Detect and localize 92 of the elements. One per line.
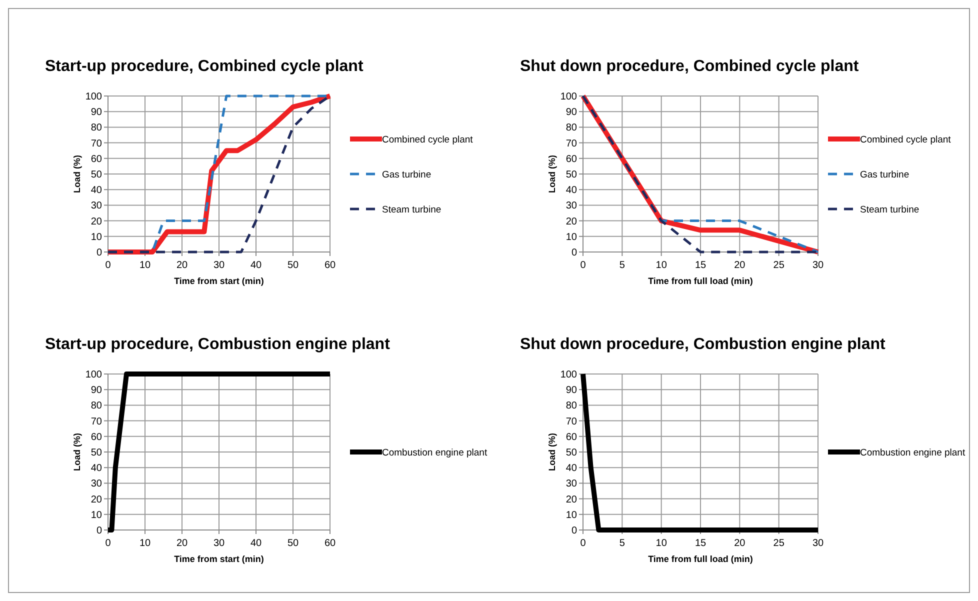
x-axis-title: Time from full load (min) [648,276,753,286]
y-tick-label: 80 [566,122,578,134]
legend-label: Steam turbine [860,204,920,216]
y-tick-label: 90 [90,385,102,396]
legend-label: Combined cycle plant [860,134,952,146]
y-tick-label: 50 [566,448,578,458]
y-tick-label: 60 [566,432,578,443]
x-tick-label: 25 [773,260,785,271]
y-tick-label: 50 [90,170,102,180]
x-tick-label: 50 [287,538,299,549]
y-tick-label: 90 [566,107,578,118]
x-tick-label: 20 [176,538,188,549]
x-axis-title: Time from start (min) [174,276,264,286]
y-tick-label: 0 [96,248,102,258]
x-tick-label: 30 [213,260,225,271]
legend-label: Gas turbine [382,170,432,180]
x-tick-label: 10 [656,538,668,549]
y-tick-label: 0 [96,526,102,536]
x-tick-label: 20 [734,538,746,549]
y-tick-label: 40 [566,463,578,474]
y-tick-label: 100 [560,92,578,102]
y-tick-label: 80 [90,122,102,134]
x-tick-label: 40 [250,260,262,271]
y-tick-label: 10 [90,510,102,521]
y-tick-label: 100 [560,370,578,380]
y-tick-label: 10 [566,232,578,243]
chart-title: Shut down procedure, Combustion engine plant [520,336,886,353]
y-tick-label: 30 [566,478,578,490]
x-tick-label: 50 [287,260,299,271]
legend-label: Combustion engine plant [860,448,966,458]
x-tick-label: 0 [105,538,112,549]
y-tick-label: 100 [85,92,102,102]
chart-title: Shut down procedure, Combined cycle plant [520,58,860,75]
y-tick-label: 20 [566,494,578,506]
x-tick-label: 30 [812,538,824,549]
y-tick-label: 10 [90,232,102,243]
y-tick-label: 70 [90,416,102,428]
y-axis-title: Load (%) [72,155,82,193]
y-tick-label: 0 [571,526,578,536]
x-tick-label: 60 [324,260,336,271]
y-tick-label: 50 [90,448,102,458]
legend-label: Combustion engine plant [382,448,488,458]
legend-label: Combined cycle plant [382,134,474,146]
y-tick-label: 100 [85,370,102,380]
y-tick-label: 40 [90,185,102,196]
x-tick-label: 30 [812,260,824,271]
y-tick-label: 60 [566,154,578,165]
y-tick-label: 80 [90,400,102,412]
y-tick-label: 10 [566,510,578,521]
y-tick-label: 90 [90,107,102,118]
y-tick-label: 30 [90,478,102,490]
y-axis-title: Load (%) [547,433,557,471]
y-tick-label: 40 [90,463,102,474]
x-tick-label: 10 [139,260,151,271]
x-tick-label: 20 [176,260,188,271]
x-tick-label: 5 [619,538,626,549]
y-axis-title: Load (%) [72,433,82,471]
y-tick-label: 60 [90,432,102,443]
y-tick-label: 80 [566,400,578,412]
y-axis-title: Load (%) [547,155,557,193]
x-tick-label: 0 [580,538,586,549]
x-tick-label: 40 [250,538,262,549]
x-tick-label: 25 [773,538,785,549]
y-tick-label: 30 [566,200,578,212]
x-tick-label: 0 [580,260,586,271]
x-axis-title: Time from start (min) [174,554,264,564]
x-tick-label: 30 [213,538,225,549]
y-tick-label: 70 [566,138,578,150]
y-tick-label: 20 [566,216,578,228]
y-tick-label: 60 [90,154,102,165]
legend-label: Steam turbine [382,204,442,216]
legend-label: Gas turbine [860,170,910,180]
x-tick-label: 0 [105,260,112,271]
y-tick-label: 70 [566,416,578,428]
chart-title: Start-up procedure, Combined cycle plant [45,58,364,75]
x-tick-label: 10 [139,538,151,549]
x-tick-label: 5 [619,260,626,271]
y-tick-label: 20 [90,216,102,228]
x-tick-label: 15 [694,538,706,549]
y-tick-label: 90 [566,385,578,396]
x-axis-title: Time from full load (min) [648,554,753,564]
y-tick-label: 30 [90,200,102,212]
x-tick-label: 60 [324,538,336,549]
y-tick-label: 40 [566,185,578,196]
x-tick-label: 20 [734,260,746,271]
chart-title: Start-up procedure, Combustion engine plant [45,336,391,353]
y-tick-label: 70 [90,138,102,150]
y-tick-label: 0 [571,248,578,258]
y-tick-label: 20 [90,494,102,506]
x-tick-label: 15 [694,260,706,271]
y-tick-label: 50 [566,170,578,180]
x-tick-label: 10 [656,260,668,271]
